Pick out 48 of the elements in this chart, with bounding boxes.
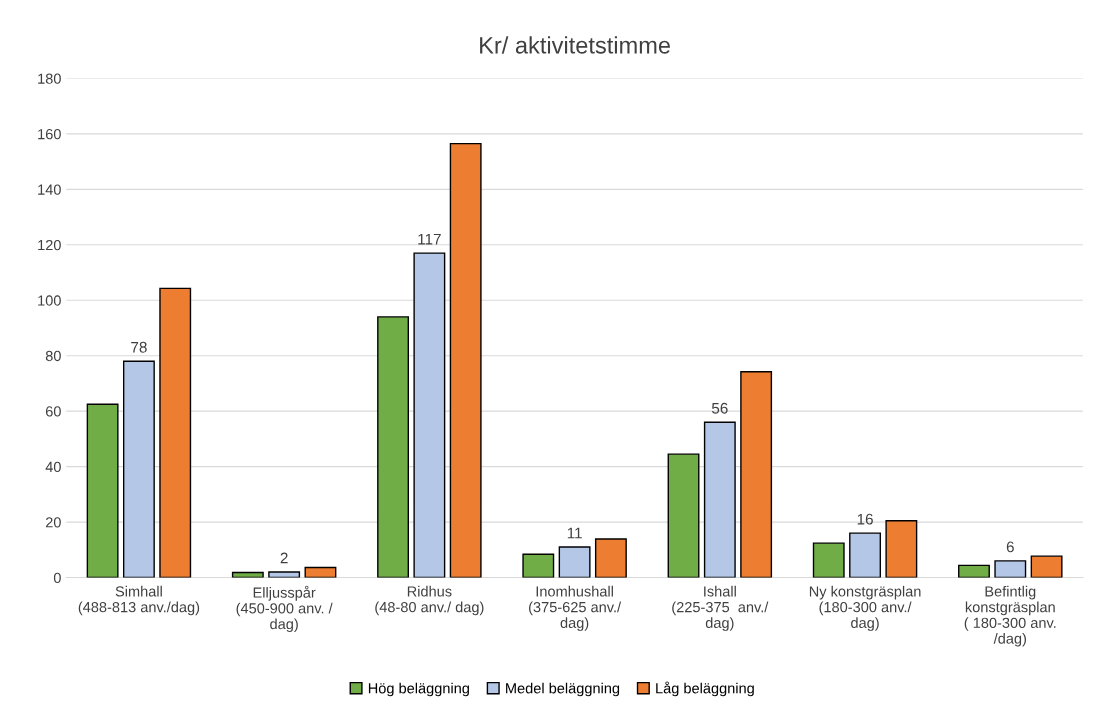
bar [958,564,990,578]
bar [812,542,845,578]
bar [268,571,301,578]
bar [849,532,882,578]
y-tick-label: 100 [38,295,61,306]
data-label: 6 [1006,541,1014,553]
data-label: 11 [567,527,582,539]
x-tick-label: Ny konstgräsplan (180-300 anv./ dag) [809,585,921,631]
bar [667,453,700,578]
x-tick-label: Simhall (488-813 anv./dag) [78,585,200,616]
bar [304,566,337,578]
legend-label: Hög beläggning [368,682,469,697]
chart-title: Kr/ aktivitetstimme [480,36,670,54]
bar [122,360,155,578]
bar [885,519,918,578]
x-tick-label: Befintlig konstgräsplan ( 180-300 anv. /dag) [964,585,1056,647]
data-label: 2 [280,552,288,564]
data-label: 56 [711,402,728,414]
bar [86,403,119,578]
y-tick-label: 40 [45,461,61,473]
x-tick-label: Elljusspår (450-900 anv. / dag) [236,585,333,633]
y-tick-label: 140 [38,184,61,195]
bar [522,553,555,578]
y-tick-label: 180 [38,73,61,84]
bar [740,371,773,578]
legend-label: Låg beläggning [656,681,754,697]
bar [594,538,627,578]
bar [994,560,1027,578]
x-tick-label: Ridhus (48-80 anv./ dag) [375,585,484,616]
bar [703,421,736,578]
legend-label: Medel beläggning [506,682,620,697]
y-tick-label: 0 [53,572,61,583]
bar [413,252,446,578]
x-tick-label: Ishall (225-375 anv./ dag) [672,585,769,631]
y-tick-label: 20 [45,517,61,528]
bar [558,546,591,578]
data-label: 117 [418,233,441,245]
y-tick-label: 60 [45,406,61,417]
bar [1030,555,1063,578]
data-label: 16 [857,513,873,525]
y-tick-label: 80 [45,350,61,362]
data-label: 78 [131,341,147,353]
y-tick-label: 120 [38,239,61,251]
bar [449,142,482,578]
bar [377,316,410,578]
x-tick-label: Inomhushall (375-625 anv./ dag) [529,585,622,631]
y-tick-label: 160 [38,128,61,140]
bar [159,287,192,578]
